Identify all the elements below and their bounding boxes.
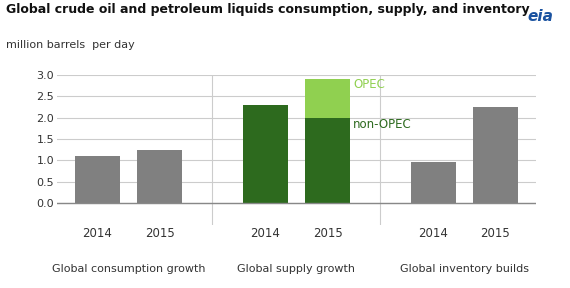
Bar xyxy=(75,156,120,203)
Text: non-OPEC: non-OPEC xyxy=(353,118,412,131)
Bar xyxy=(305,118,350,203)
Bar xyxy=(473,107,518,203)
Bar xyxy=(243,105,288,203)
Text: Global inventory builds: Global inventory builds xyxy=(400,264,529,274)
Bar xyxy=(411,162,455,203)
Bar xyxy=(305,79,350,118)
Text: OPEC: OPEC xyxy=(353,78,385,91)
Text: million barrels  per day: million barrels per day xyxy=(6,40,135,50)
Bar xyxy=(137,150,182,203)
Text: Global consumption growth: Global consumption growth xyxy=(52,264,205,274)
Text: Global crude oil and petroleum liquids consumption, supply, and inventory: Global crude oil and petroleum liquids c… xyxy=(6,3,530,16)
Text: Global supply growth: Global supply growth xyxy=(237,264,356,274)
Text: eia: eia xyxy=(527,9,553,24)
